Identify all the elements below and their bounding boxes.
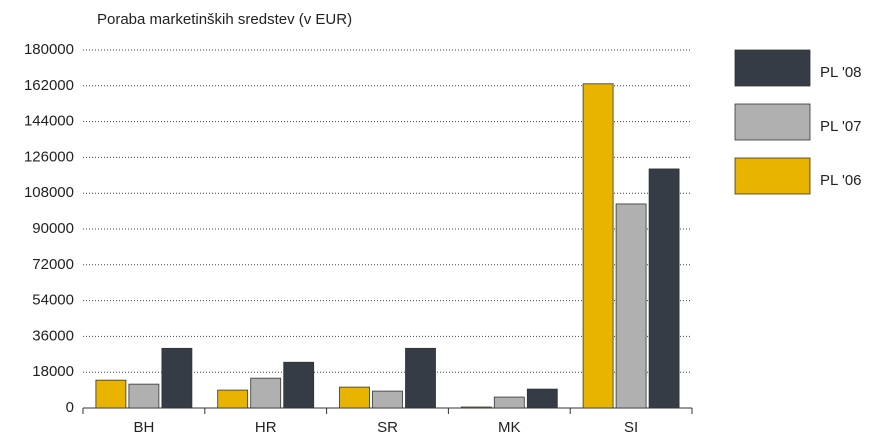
x-tick-label: SI bbox=[624, 419, 638, 436]
y-tick-label: 0 bbox=[66, 399, 74, 416]
x-tick-label: HR bbox=[255, 419, 277, 436]
bar bbox=[161, 347, 193, 409]
bar bbox=[250, 377, 282, 409]
legend-swatch bbox=[734, 103, 811, 141]
bar bbox=[128, 383, 160, 409]
bar bbox=[283, 361, 315, 409]
bar bbox=[615, 203, 647, 409]
y-tick-label: 162000 bbox=[24, 77, 74, 94]
bar bbox=[339, 386, 370, 409]
legend-swatch bbox=[734, 49, 811, 87]
y-tick-label: 36000 bbox=[32, 327, 74, 344]
bar bbox=[493, 396, 525, 409]
y-tick-label: 180000 bbox=[24, 41, 74, 58]
y-tick-label: 90000 bbox=[32, 220, 74, 237]
legend-label: PL '06 bbox=[820, 172, 862, 189]
y-tick-label: 144000 bbox=[24, 113, 74, 130]
bar bbox=[648, 168, 680, 409]
y-tick-label: 54000 bbox=[32, 292, 74, 309]
bar bbox=[95, 379, 127, 409]
y-tick-label: 18000 bbox=[32, 363, 74, 380]
legend-label: PL '07 bbox=[820, 118, 862, 135]
y-tick-label: 72000 bbox=[32, 256, 74, 273]
chart-title: Poraba marketinških sredstev (v EUR) bbox=[97, 11, 352, 28]
y-tick-label: 108000 bbox=[24, 184, 74, 201]
bar bbox=[582, 83, 614, 409]
x-tick-label: MK bbox=[498, 419, 521, 436]
y-tick-label: 126000 bbox=[24, 148, 74, 165]
bar bbox=[217, 389, 249, 409]
bar bbox=[405, 347, 436, 409]
bar bbox=[460, 406, 492, 409]
x-tick-label: BH bbox=[133, 419, 154, 436]
legend-swatch bbox=[734, 157, 811, 195]
bar bbox=[372, 390, 403, 409]
legend-label: PL '08 bbox=[820, 64, 862, 81]
x-tick-label: SR bbox=[377, 419, 398, 436]
bar bbox=[526, 388, 558, 409]
